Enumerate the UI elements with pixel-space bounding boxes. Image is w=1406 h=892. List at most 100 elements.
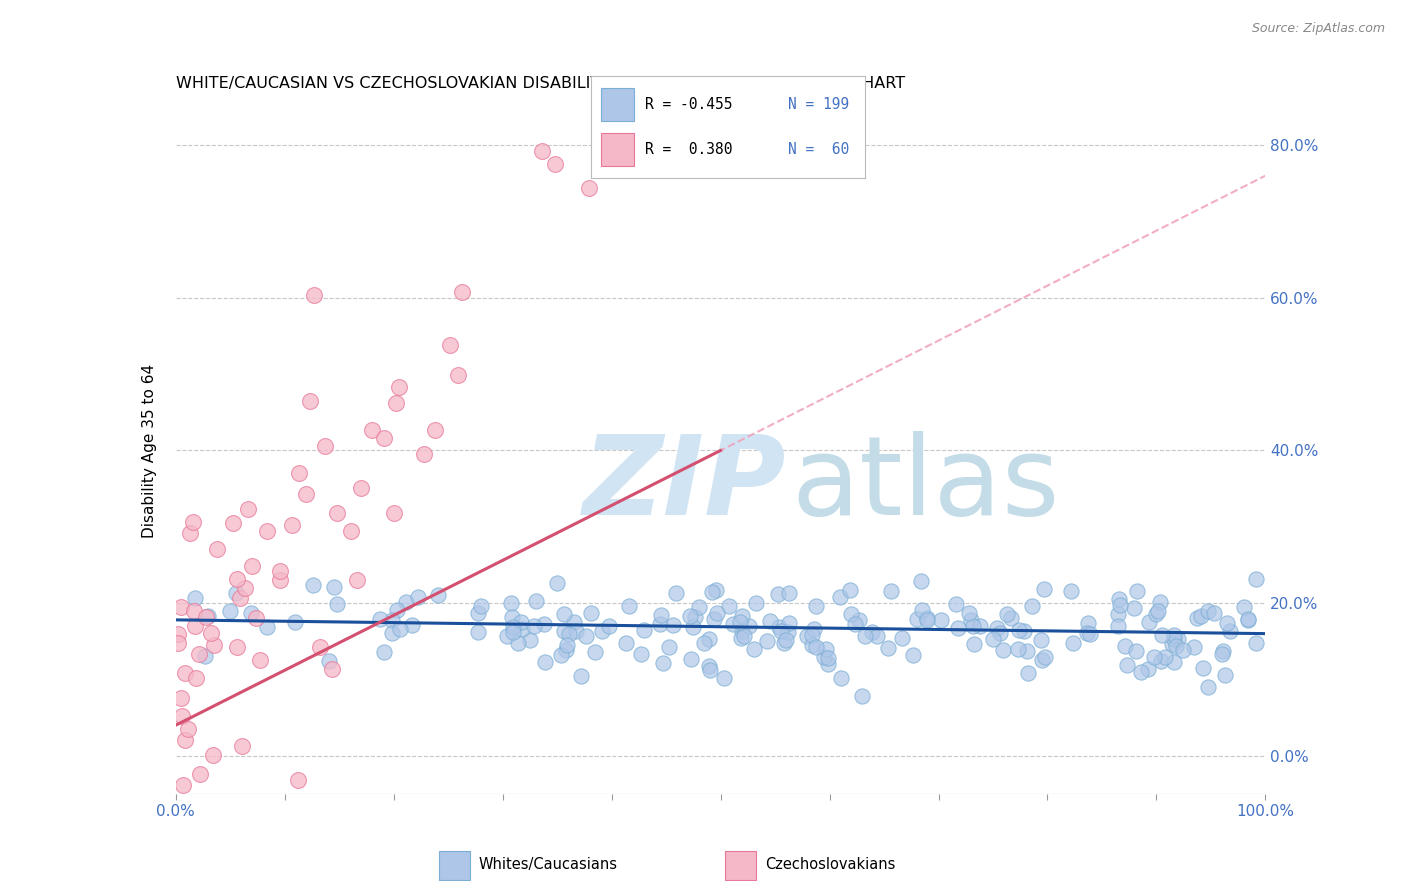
Point: [915, 613, 938, 627]
Point: [851, 689, 873, 703]
Point: [1107, 619, 1129, 633]
Point: [221, 516, 243, 531]
Point: [1197, 680, 1219, 694]
Point: [1032, 582, 1054, 596]
Point: [1150, 628, 1173, 642]
Point: [1130, 665, 1153, 679]
Point: [240, 606, 263, 620]
Point: [728, 615, 751, 629]
Point: [814, 642, 837, 657]
Point: [170, 599, 193, 614]
Point: [699, 632, 721, 646]
Point: [385, 602, 408, 616]
Point: [523, 619, 546, 633]
Point: [1233, 599, 1256, 614]
Point: [501, 596, 523, 610]
Point: [1212, 644, 1234, 658]
Point: [174, 665, 197, 680]
Point: [778, 615, 800, 630]
Point: [1108, 599, 1130, 613]
Point: [569, 669, 592, 683]
Point: [957, 606, 980, 620]
Point: [188, 647, 211, 661]
Point: [200, 625, 222, 640]
Point: [704, 583, 727, 598]
Point: [470, 599, 492, 614]
Point: [598, 618, 620, 632]
Point: [562, 615, 585, 629]
Text: N = 199: N = 199: [787, 96, 849, 112]
Point: [1164, 639, 1187, 653]
Point: [229, 591, 252, 606]
Point: [225, 640, 247, 654]
Point: [288, 466, 311, 480]
Point: [963, 637, 986, 651]
Point: [1125, 644, 1147, 658]
Point: [413, 447, 436, 461]
Point: [508, 636, 530, 650]
Point: [388, 379, 411, 393]
Point: [730, 631, 752, 645]
Point: [817, 657, 839, 671]
Point: [1237, 612, 1260, 626]
Point: [801, 638, 824, 652]
Point: [502, 625, 524, 640]
Point: [1007, 642, 1029, 657]
Bar: [439, 851, 470, 880]
Point: [325, 506, 347, 520]
Point: [648, 617, 671, 632]
Point: [1213, 668, 1236, 682]
Point: [510, 622, 533, 636]
Point: [738, 619, 761, 633]
Point: [855, 629, 877, 643]
Point: [385, 396, 408, 410]
Point: [981, 632, 1004, 646]
Point: [652, 656, 675, 670]
Text: R = -0.455: R = -0.455: [645, 96, 733, 112]
Point: [269, 573, 291, 587]
Point: [451, 285, 474, 299]
Point: [796, 629, 818, 643]
Point: [184, 619, 207, 633]
Point: [179, 526, 201, 541]
Text: R =  0.380: R = 0.380: [645, 142, 733, 157]
Point: [1125, 583, 1147, 598]
Point: [381, 613, 404, 627]
Point: [1192, 661, 1215, 675]
Point: [558, 627, 581, 641]
Point: [1204, 606, 1226, 620]
Point: [706, 606, 728, 620]
Point: [633, 624, 655, 638]
Point: [699, 663, 721, 677]
Point: [682, 620, 704, 634]
Point: [1163, 656, 1185, 670]
Point: [693, 636, 716, 650]
Point: [406, 590, 429, 604]
Point: [233, 581, 256, 595]
Point: [844, 616, 866, 631]
Point: [361, 423, 384, 437]
Point: [583, 645, 606, 659]
Point: [678, 609, 700, 624]
Point: [1015, 644, 1038, 658]
Point: [321, 662, 343, 676]
Point: [962, 619, 984, 633]
Point: [1182, 640, 1205, 655]
Point: [839, 583, 862, 598]
Point: [969, 619, 991, 633]
Point: [988, 626, 1011, 640]
Point: [184, 671, 207, 685]
Point: [533, 655, 555, 669]
Point: [309, 640, 332, 655]
Point: [176, 722, 198, 736]
Point: [991, 643, 1014, 657]
Point: [1189, 608, 1212, 623]
Point: [295, 487, 318, 501]
Point: [194, 610, 217, 624]
Point: [1033, 649, 1056, 664]
Point: [665, 585, 688, 599]
Point: [439, 338, 461, 352]
Point: [986, 621, 1008, 635]
Point: [1146, 604, 1168, 618]
Point: [828, 590, 851, 604]
